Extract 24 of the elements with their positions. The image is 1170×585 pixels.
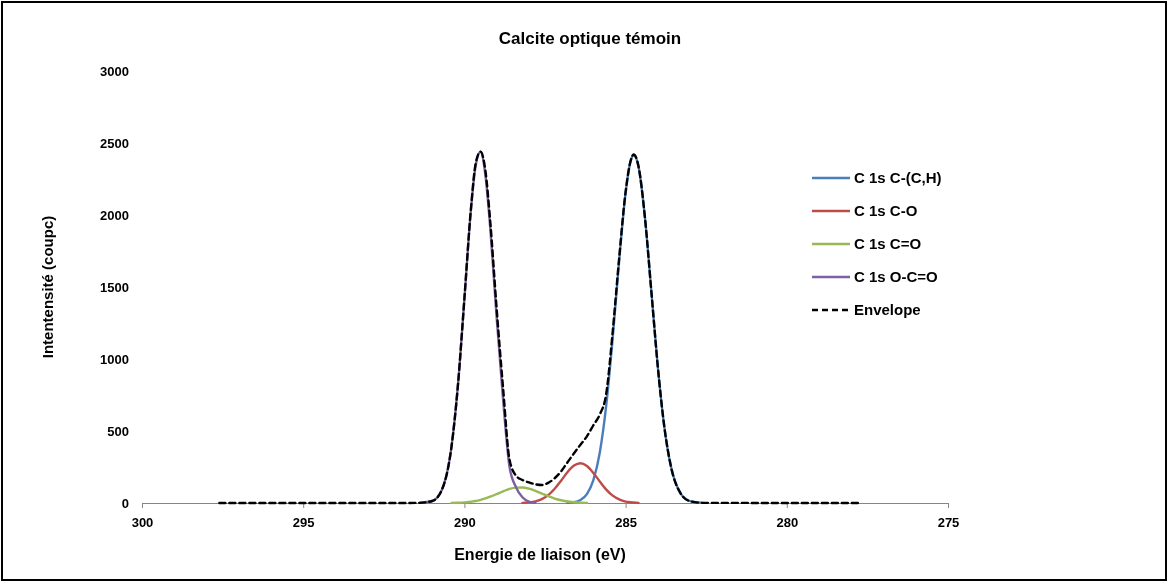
y-axis-title: Intentensité (coupc) [39,215,56,359]
y-tick-label: 2500 [100,136,129,152]
legend-label: C 1s C-(C,H) [854,169,942,186]
legend-label: C 1s C-O [854,202,918,219]
line-series [521,462,640,505]
legend-label: C 1s C=O [854,235,922,252]
y-tick-label: 500 [107,424,129,440]
line-series [418,150,537,505]
x-tick-label: 275 [937,514,960,530]
legend-label: C 1s O-C=O [854,268,939,285]
chart-title: Calcite optique témoin [498,29,682,48]
y-tick-label: 0 [121,496,129,512]
x-tick-label: 280 [776,514,799,530]
y-tick-label: 1000 [100,352,129,368]
y-tick-label: 3000 [100,64,129,80]
x-tick-label: 290 [454,514,476,530]
y-tick-label: 1500 [100,280,129,296]
y-tick-label: 2000 [100,208,129,224]
legend-label: Envelope [854,301,921,318]
x-axis-title: Energie de liaison (eV) [454,546,626,563]
x-tick-label: 300 [131,514,154,530]
line-series [450,486,589,505]
x-tick-label: 285 [615,514,637,530]
x-tick-label: 295 [292,514,315,530]
